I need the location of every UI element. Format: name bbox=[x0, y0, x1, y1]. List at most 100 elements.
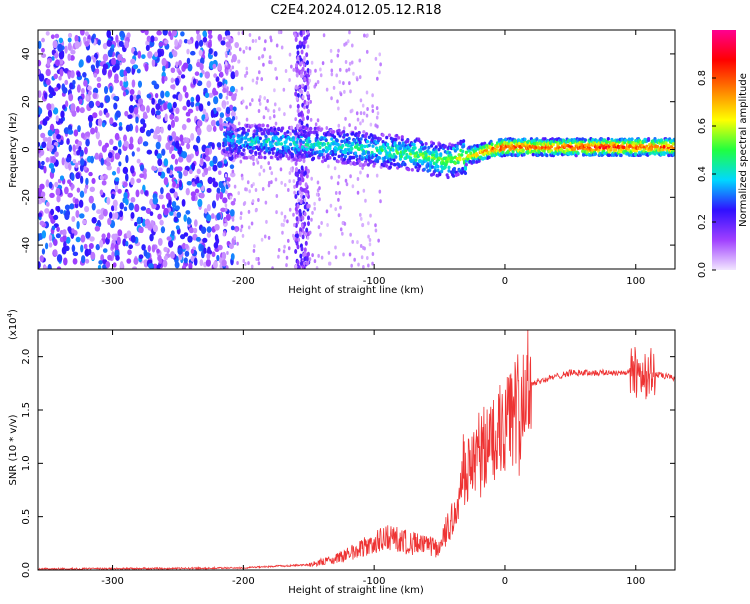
spectrogram-signal-cell bbox=[424, 142, 428, 146]
spectrogram-noise-cell bbox=[111, 233, 117, 240]
spectrogram-noise-cell bbox=[76, 84, 81, 93]
spectrogram-noise-cell bbox=[95, 100, 101, 107]
spectrogram-noise-cell bbox=[114, 152, 121, 160]
spectrogram-signal-cell bbox=[605, 140, 609, 144]
spectrogram-noise-cell bbox=[186, 154, 192, 163]
spectrogram-sparse-cell bbox=[361, 103, 365, 108]
spectrogram-signal-cell bbox=[424, 153, 428, 158]
spectrogram-sparse-cell bbox=[378, 189, 382, 194]
spectrogram-signal-cell bbox=[299, 157, 303, 162]
spectrogram-sparse-cell bbox=[366, 256, 369, 261]
spectrogram-sparse-cell bbox=[330, 59, 333, 64]
spectrogram-streak-cell bbox=[297, 265, 301, 269]
spectrogram-noise-cell bbox=[216, 107, 222, 112]
spectrogram-noise-cell bbox=[147, 245, 151, 253]
spectrogram-noise-cell bbox=[173, 191, 178, 199]
spectrogram-x-ticks: -300 -200 -100 0 100 bbox=[101, 30, 645, 287]
spectrogram-sparse-cell bbox=[244, 187, 247, 192]
spectrogram-noise-cell bbox=[198, 103, 204, 112]
spectrogram-noise-cell bbox=[143, 249, 148, 257]
spectrogram-noise-cell bbox=[172, 211, 177, 217]
spectrogram-noise-cell bbox=[178, 171, 183, 180]
spectrogram-sparse-cell bbox=[255, 80, 259, 85]
spectrogram-noise-cell bbox=[50, 34, 55, 40]
spectrogram-noise-cell bbox=[127, 249, 132, 256]
spectrogram-noise-cell bbox=[48, 181, 53, 189]
spectrogram-noise-cell bbox=[91, 216, 97, 224]
spectrogram-noise-cell bbox=[41, 47, 45, 53]
spectrogram-sparse-cell bbox=[319, 67, 322, 72]
spectrogram-sparse-cell bbox=[239, 211, 243, 216]
spectrogram-noise-cell bbox=[102, 53, 109, 62]
spectrogram-sparse-cell bbox=[361, 165, 364, 170]
spectrogram-noise-cell bbox=[51, 56, 55, 61]
spectrogram-signal-cell bbox=[263, 127, 267, 132]
spectrogram-noise-cell bbox=[196, 127, 202, 136]
spectrogram-noise-cell bbox=[168, 199, 172, 206]
spectrogram-noise-cell bbox=[157, 171, 162, 177]
spectrogram-noise-cell bbox=[133, 106, 139, 115]
spectrogram-noise-cell bbox=[160, 90, 165, 99]
spectrogram-noise-cell bbox=[212, 125, 217, 132]
spectrogram-signal-cell bbox=[662, 152, 666, 156]
spectrogram-signal-cell bbox=[231, 138, 235, 142]
spectrogram-noise-cell bbox=[216, 212, 221, 221]
spectrogram-noise-cell bbox=[92, 56, 96, 63]
spectrogram-noise-cell bbox=[158, 41, 164, 47]
spectrogram-sparse-cell bbox=[309, 117, 313, 122]
spectrogram-noise-cell bbox=[186, 39, 192, 45]
spectrogram-signal-cell bbox=[307, 136, 311, 141]
spectrogram-sparse-cell bbox=[263, 47, 266, 52]
spectrogram-noise-cell bbox=[130, 196, 136, 203]
spectrogram-signal-cell bbox=[281, 134, 285, 139]
spectrogram-signal-cell bbox=[394, 155, 398, 159]
spectrogram-noise-cell bbox=[130, 58, 136, 65]
spectrogram-sparse-cell bbox=[334, 207, 337, 212]
spectrogram-noise-cell bbox=[234, 69, 239, 77]
spectrogram-noise-cell bbox=[231, 115, 236, 121]
spectrogram-signal-cell bbox=[224, 150, 229, 154]
spectrogram-signal-cell bbox=[365, 139, 370, 144]
spectrogram-noise-cell bbox=[118, 125, 123, 131]
spectrogram-sparse-cell bbox=[301, 95, 305, 100]
spectrogram-sparse-cell bbox=[283, 244, 286, 249]
spectrogram-sparse-cell bbox=[226, 47, 229, 52]
spectrogram-noise-cell bbox=[133, 257, 139, 265]
spectrogram-signal-cell bbox=[413, 146, 417, 150]
spectrogram-sparse-cell bbox=[303, 105, 306, 110]
spectrogram-noise-cell bbox=[122, 181, 128, 188]
spectrogram-noise-cell bbox=[88, 242, 94, 249]
spectrogram-noise-cell bbox=[53, 87, 59, 92]
spectrogram-signal-cell bbox=[452, 166, 457, 171]
spectrogram-noise-cell bbox=[159, 219, 164, 226]
spectrogram-noise-cell bbox=[176, 211, 182, 218]
spectrogram-noise-cell bbox=[171, 30, 178, 37]
spectrogram-noise-cell bbox=[117, 188, 122, 194]
spectrogram-signal-cell bbox=[281, 153, 285, 158]
spectrogram-signal-cell bbox=[330, 137, 334, 141]
spectrogram-streak-cell bbox=[294, 248, 298, 254]
spectrogram-sparse-cell bbox=[225, 95, 229, 100]
spectrogram-noise-cell bbox=[40, 191, 46, 198]
spectrogram-signal-cell bbox=[672, 137, 675, 142]
spectrogram-noise-cell bbox=[171, 200, 177, 208]
spectrogram-signal-cell bbox=[433, 165, 437, 170]
spectrogram-sparse-cell bbox=[262, 168, 266, 173]
spectrogram-sparse-cell bbox=[259, 94, 262, 99]
spectrogram-noise-cell bbox=[136, 147, 141, 152]
spectrogram-noise-cell bbox=[114, 177, 120, 182]
spectrogram-sparse-cell bbox=[345, 68, 348, 73]
spectrogram-noise-cell bbox=[55, 187, 61, 196]
spectrogram-sparse-cell bbox=[366, 173, 370, 178]
spectrogram-noise-cell bbox=[68, 162, 72, 171]
spectrogram-noise-cell bbox=[193, 257, 198, 266]
spectrogram-signal-cell bbox=[445, 159, 449, 164]
spectrogram-noise-cell bbox=[196, 61, 201, 68]
spectrogram-streak-cell bbox=[300, 120, 304, 126]
spectrogram-signal-cell bbox=[451, 174, 456, 178]
spectrogram-sparse-cell bbox=[273, 102, 277, 107]
spectrogram-noise-cell bbox=[194, 71, 200, 76]
spectrogram-noise-cell bbox=[171, 131, 177, 140]
spectrogram-signal-cell bbox=[295, 158, 299, 162]
spectrogram-signal-cell bbox=[649, 147, 653, 151]
